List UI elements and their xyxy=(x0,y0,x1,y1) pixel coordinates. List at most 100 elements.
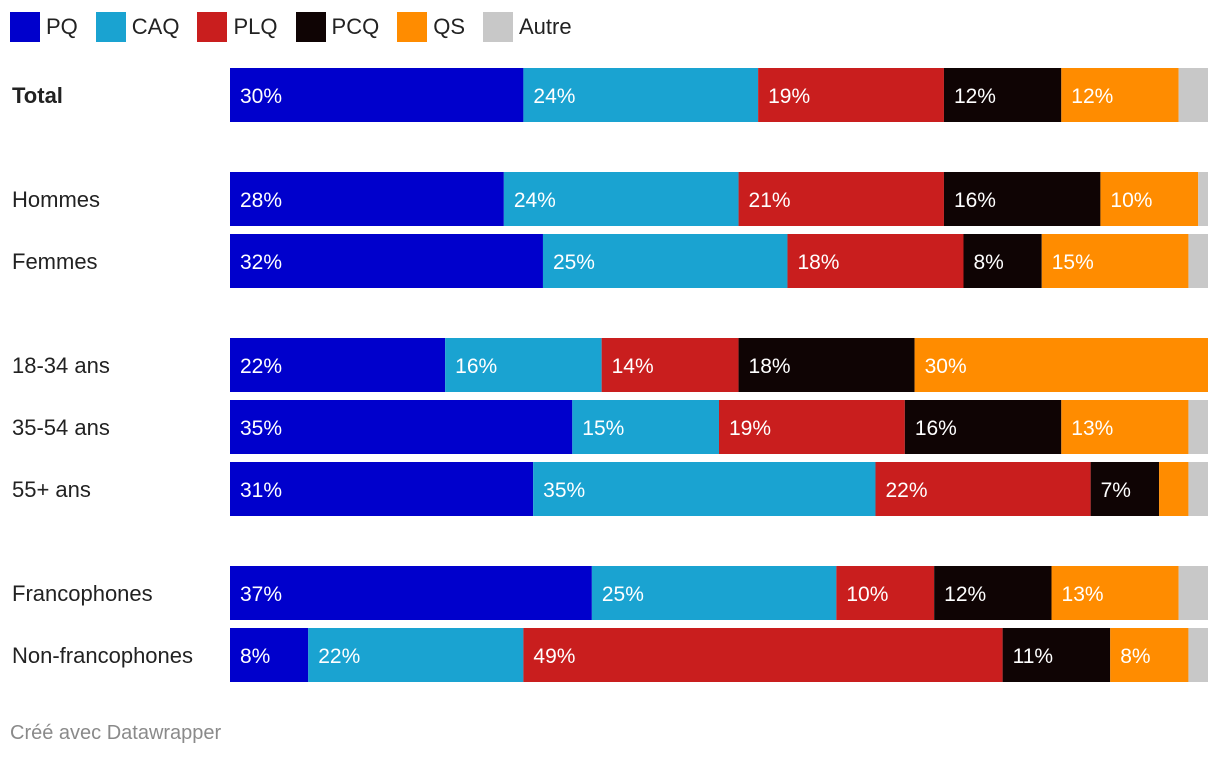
bar-55-ans-plq xyxy=(875,462,1091,516)
bar-55-ans-pq xyxy=(230,462,534,516)
bar-non-francophones-plq xyxy=(523,628,1003,682)
data-label-non-francophones-plq: 49% xyxy=(533,645,575,668)
bar-55-ans-autre xyxy=(1188,462,1208,516)
bar-hommes-pcq xyxy=(943,172,1101,226)
data-label-non-francophones-qs: 8% xyxy=(1120,645,1150,668)
data-label-18-34-ans-qs: 30% xyxy=(925,355,967,378)
data-label-francophones-caq: 25% xyxy=(602,583,644,606)
bar-non-francophones-pq xyxy=(230,628,309,682)
legend-item-plq: PLQ xyxy=(197,12,278,42)
data-label-hommes-pq: 28% xyxy=(240,189,282,212)
legend-swatch-plq xyxy=(197,12,228,42)
data-label-total-qs: 12% xyxy=(1071,85,1113,108)
data-label-18-34-ans-pq: 22% xyxy=(240,355,282,378)
bar-femmes-plq xyxy=(787,234,964,288)
bar-hommes-pq xyxy=(230,172,504,226)
data-label-hommes-plq: 21% xyxy=(749,189,791,212)
data-label-35-54-ans-pcq: 16% xyxy=(915,417,957,440)
legend-item-pcq: PCQ xyxy=(295,12,380,42)
data-label-55-ans-pcq: 7% xyxy=(1101,479,1131,502)
data-label-francophones-pcq: 12% xyxy=(944,583,986,606)
bar-total-plq xyxy=(758,68,944,122)
bar-35-54-ans-caq xyxy=(572,400,719,454)
data-label-francophones-plq: 10% xyxy=(846,583,888,606)
legend-swatch-autre xyxy=(483,12,513,42)
data-label-francophones-pq: 37% xyxy=(240,583,282,606)
footer-credit: Créé avec Datawrapper xyxy=(10,722,222,744)
bar-hommes-caq xyxy=(503,172,739,226)
bar-18-34-ans-pcq xyxy=(738,338,915,392)
legend-item-qs: QS xyxy=(397,12,465,42)
row-label-18-34-ans: 18-34 ans xyxy=(12,353,110,378)
legend-label-autre: Autre xyxy=(519,14,572,39)
legend-item-caq: CAQ xyxy=(95,12,180,42)
bar-femmes-qs xyxy=(1041,234,1189,288)
bar-35-54-ans-pcq xyxy=(904,400,1062,454)
data-label-18-34-ans-pcq: 18% xyxy=(749,355,791,378)
legend-label-qs: QS xyxy=(433,14,465,39)
legend: PQ CAQ PLQ PCQ QS Autre xyxy=(10,12,590,42)
data-label-55-ans-pq: 31% xyxy=(240,479,282,502)
data-label-femmes-plq: 18% xyxy=(797,251,839,274)
row-label-non-francophones: Non-francophones xyxy=(12,643,193,668)
data-label-35-54-ans-pq: 35% xyxy=(240,417,282,440)
bar-non-francophones-qs xyxy=(1110,628,1189,682)
data-label-55-ans-caq: 35% xyxy=(543,479,585,502)
bar-total-caq xyxy=(523,68,759,122)
data-label-femmes-pcq: 8% xyxy=(974,251,1004,274)
bar-femmes-caq xyxy=(542,234,788,288)
data-label-hommes-pcq: 16% xyxy=(954,189,996,212)
data-label-francophones-qs: 13% xyxy=(1062,583,1104,606)
data-label-35-54-ans-caq: 15% xyxy=(582,417,624,440)
bar-francophones-caq xyxy=(591,566,837,620)
row-label-hommes: Hommes xyxy=(12,187,100,212)
data-label-femmes-pq: 32% xyxy=(240,251,282,274)
data-label-non-francophones-caq: 22% xyxy=(318,645,360,668)
bar-francophones-autre xyxy=(1178,566,1208,620)
data-label-18-34-ans-caq: 16% xyxy=(455,355,497,378)
legend-label-pcq: PCQ xyxy=(331,14,380,39)
bar-non-francophones-autre xyxy=(1188,628,1208,682)
row-label-35-54-ans: 35-54 ans xyxy=(12,415,110,440)
bar-55-ans-qs xyxy=(1159,462,1189,516)
data-label-35-54-ans-qs: 13% xyxy=(1071,417,1113,440)
bar-35-54-ans-pq xyxy=(230,400,573,454)
bar-18-34-ans-qs xyxy=(914,338,1208,392)
legend-item-pq: PQ xyxy=(10,12,78,42)
bar-total-autre xyxy=(1178,68,1208,122)
row-label-francophones: Francophones xyxy=(12,581,153,606)
legend-label-plq: PLQ xyxy=(233,14,278,39)
bar-total-pcq xyxy=(943,68,1062,122)
legend-swatch-qs xyxy=(397,12,428,42)
data-label-non-francophones-pq: 8% xyxy=(240,645,270,668)
bar-total-pq xyxy=(230,68,524,122)
bar-55-ans-caq xyxy=(533,462,876,516)
data-label-total-caq: 24% xyxy=(533,85,575,108)
row-label-total: Total xyxy=(12,83,63,108)
bar-francophones-pcq xyxy=(934,566,1052,620)
bar-francophones-plq xyxy=(836,566,935,620)
data-label-non-francophones-pcq: 11% xyxy=(1013,645,1053,668)
bar-18-34-ans-plq xyxy=(601,338,739,392)
data-label-55-ans-plq: 22% xyxy=(885,479,927,502)
bar-35-54-ans-plq xyxy=(719,400,905,454)
data-label-femmes-qs: 15% xyxy=(1052,251,1094,274)
legend-label-pq: PQ xyxy=(46,14,78,39)
data-label-18-34-ans-plq: 14% xyxy=(612,355,654,378)
bar-hommes-autre xyxy=(1198,172,1208,226)
data-label-hommes-qs: 10% xyxy=(1110,189,1152,212)
bar-18-34-ans-caq xyxy=(445,338,602,392)
data-label-hommes-caq: 24% xyxy=(514,189,556,212)
legend-label-caq: CAQ xyxy=(131,14,180,39)
bar-35-54-ans-autre xyxy=(1188,400,1208,454)
row-label-femmes: Femmes xyxy=(12,249,98,274)
bar-18-34-ans-pq xyxy=(230,338,446,392)
legend-swatch-caq xyxy=(95,12,126,42)
bar-non-francophones-pcq xyxy=(1002,628,1111,682)
bar-femmes-pq xyxy=(230,234,543,288)
data-label-total-pcq: 12% xyxy=(954,85,996,108)
bar-francophones-pq xyxy=(230,566,592,620)
bar-femmes-pcq xyxy=(963,234,1042,288)
row-label-55-ans: 55+ ans xyxy=(12,477,91,502)
